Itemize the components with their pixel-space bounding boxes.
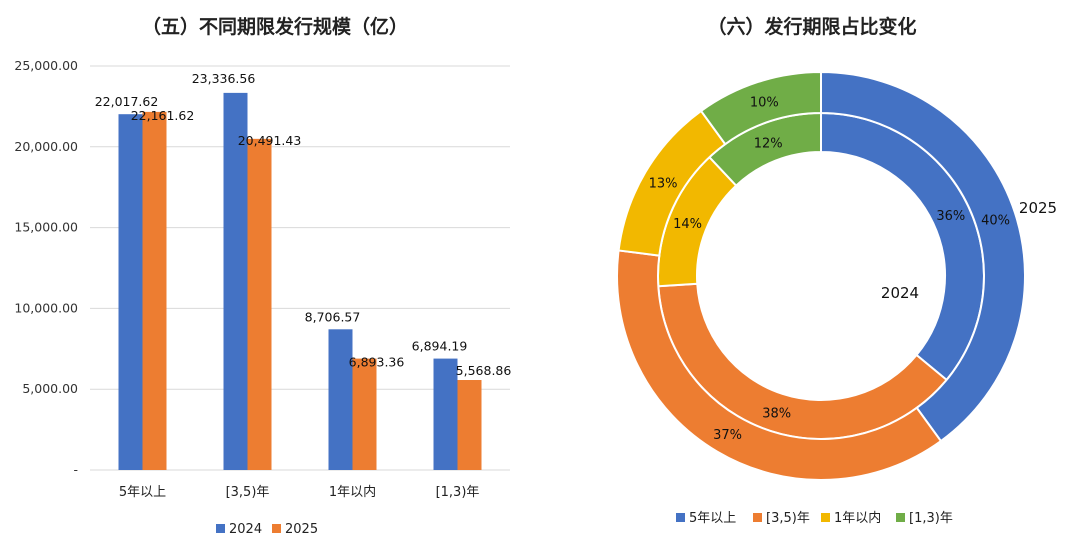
- inner-ring-series-label: 2024: [881, 284, 919, 302]
- y-tick-label: 10,000.00: [14, 300, 78, 315]
- y-tick-label: 5,000.00: [22, 381, 78, 396]
- legend-label: 2025: [285, 522, 318, 537]
- donut-rings: [616, 70, 1026, 481]
- legend-swatch: [753, 513, 762, 522]
- donut-data-label: 10%: [750, 95, 779, 110]
- outer-ring-series-label: 2025: [1019, 199, 1057, 217]
- legend-swatch: [272, 524, 281, 533]
- legend-label: [3,5)年: [766, 511, 810, 526]
- donut-legend: 5年以上 [3,5)年 1年以内 [1,3)年: [676, 510, 953, 526]
- bar-data-label: 22,161.62: [131, 108, 195, 123]
- y-tick-label: 20,000.00: [14, 139, 78, 154]
- donut-slice-2025-3: [699, 70, 822, 146]
- bar-2025-3: [457, 380, 482, 470]
- bar-2025-0: [142, 111, 167, 470]
- donut-data-label: 14%: [673, 217, 702, 232]
- donut-slice-2025-0: [820, 70, 1026, 443]
- bar-2024-0: [118, 114, 143, 471]
- legend-swatch: [821, 513, 830, 522]
- legend-swatch: [896, 513, 905, 522]
- donut-chart: （六）发行期限占比变化 36% 38% 14% 12% 40% 37% 13% 10% 202…: [616, 15, 1057, 526]
- bar-legend: 2024 2025: [216, 522, 318, 537]
- donut-chart-title: （六）发行期限占比变化: [707, 15, 916, 38]
- legend-label: 2024: [229, 522, 262, 537]
- donut-data-label: 13%: [649, 177, 678, 192]
- donut-data-label: 12%: [754, 137, 783, 152]
- bar-chart-title: （五）不同期限发行规模（亿）: [142, 15, 408, 38]
- legend-label: 1年以内: [834, 510, 881, 526]
- bar-2024-2: [328, 329, 353, 470]
- donut-data-labels: 36% 38% 14% 12% 40% 37% 13% 10%: [649, 95, 1010, 442]
- x-category-label: [3,5)年: [226, 485, 270, 500]
- legend-label: [1,3)年: [909, 511, 953, 526]
- x-category-label: [1,3)年: [436, 485, 480, 500]
- bar-data-label: 6,893.36: [349, 355, 405, 370]
- bar-data-label: 8,706.57: [305, 309, 361, 324]
- bar-data-label: 20,491.43: [238, 133, 302, 148]
- bar-2024-3: [433, 358, 458, 470]
- bar-data-label: 23,336.56: [192, 71, 256, 86]
- donut-data-label: 37%: [713, 428, 742, 443]
- legend-swatch: [216, 524, 225, 533]
- bar-2024-1: [223, 92, 248, 470]
- bar-data-label: 5,568.86: [456, 363, 512, 378]
- bar-x-axis: 5年以上 [3,5)年 1年以内 [1,3)年: [119, 484, 480, 500]
- donut-data-label: 40%: [981, 213, 1010, 228]
- bar-2025-2: [352, 358, 377, 470]
- y-tick-label: 15,000.00: [14, 220, 78, 235]
- y-tick-label: -: [73, 462, 78, 477]
- donut-data-label: 38%: [762, 406, 791, 421]
- y-tick-label: 25,000.00: [14, 58, 78, 73]
- x-category-label: 5年以上: [119, 485, 166, 500]
- bar-series: [118, 92, 482, 471]
- donut-data-label: 36%: [936, 209, 965, 224]
- legend-swatch: [676, 513, 685, 522]
- bar-chart: （五）不同期限发行规模（亿） - 5,000.00 10,000.00 15,000.…: [14, 15, 511, 537]
- bar-data-label: 22,017.62: [95, 94, 159, 109]
- bar-data-label: 6,894.19: [412, 339, 468, 354]
- bar-2025-1: [247, 138, 272, 470]
- legend-label: 5年以上: [689, 511, 736, 526]
- x-category-label: 1年以内: [329, 484, 376, 500]
- bar-y-axis: - 5,000.00 10,000.00 15,000.00 20,000.00 25,0…: [14, 58, 78, 477]
